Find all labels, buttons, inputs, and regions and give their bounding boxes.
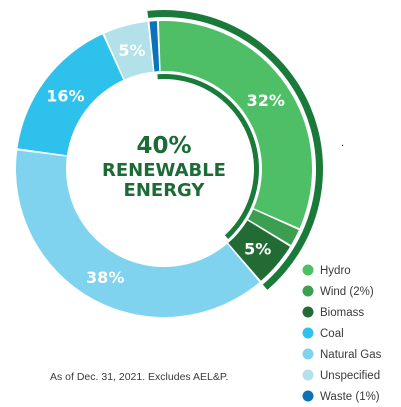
legend-swatch-biomass	[302, 306, 314, 318]
legend-swatch-natural-gas	[302, 348, 314, 360]
legend-label-unspecified: Unspecified	[320, 370, 380, 382]
slice-natural-gas	[16, 150, 260, 317]
center-renewable-line1: RENEWABLE	[102, 160, 226, 181]
center-renewable-percent: 40%	[136, 133, 191, 159]
legend-label-biomass: Biomass	[320, 307, 364, 319]
legend-label-coal: Coal	[320, 328, 344, 340]
center-renewable-line2: ENERGY	[124, 180, 206, 201]
legend-swatch-unspecified	[302, 369, 314, 381]
slice-wind-2	[248, 209, 299, 245]
slice-biomass	[228, 220, 290, 281]
slice-label-coal: 16%	[46, 86, 84, 105]
legend-label-natural-gas: Natural Gas	[320, 349, 382, 361]
slice-hydro	[158, 20, 312, 229]
slice-label-unspecified: 5%	[118, 41, 145, 60]
legend: Hydro Wind (2%) Biomass Coal Natural Gas Unsp…	[302, 264, 382, 403]
slice-labels: 32% 5% 38% 16% 5%	[46, 41, 285, 287]
legend-label-hydro: Hydro	[320, 265, 351, 277]
legend-swatch-coal	[302, 327, 314, 339]
slice-unspecified	[104, 21, 154, 80]
donut-slices	[16, 20, 312, 317]
legend-swatch-waste-1	[302, 390, 314, 402]
slice-label-biomass: 5%	[244, 240, 271, 259]
legend-label-waste-1: Waste (1%)	[320, 391, 380, 403]
slice-label-hydro: 32%	[247, 91, 285, 110]
stray-dot-mark: .	[341, 137, 344, 149]
legend-swatch-wind-2	[302, 285, 314, 297]
legend-label-wind-2: Wind (2%)	[320, 286, 374, 298]
slice-label-natural-gas: 38%	[86, 268, 124, 287]
slice-coal	[17, 34, 124, 156]
footnote: As of Dec. 31, 2021. Excludes AEL&P.	[50, 371, 228, 383]
slice-waste-1	[149, 21, 160, 72]
legend-swatch-hydro	[302, 264, 314, 276]
